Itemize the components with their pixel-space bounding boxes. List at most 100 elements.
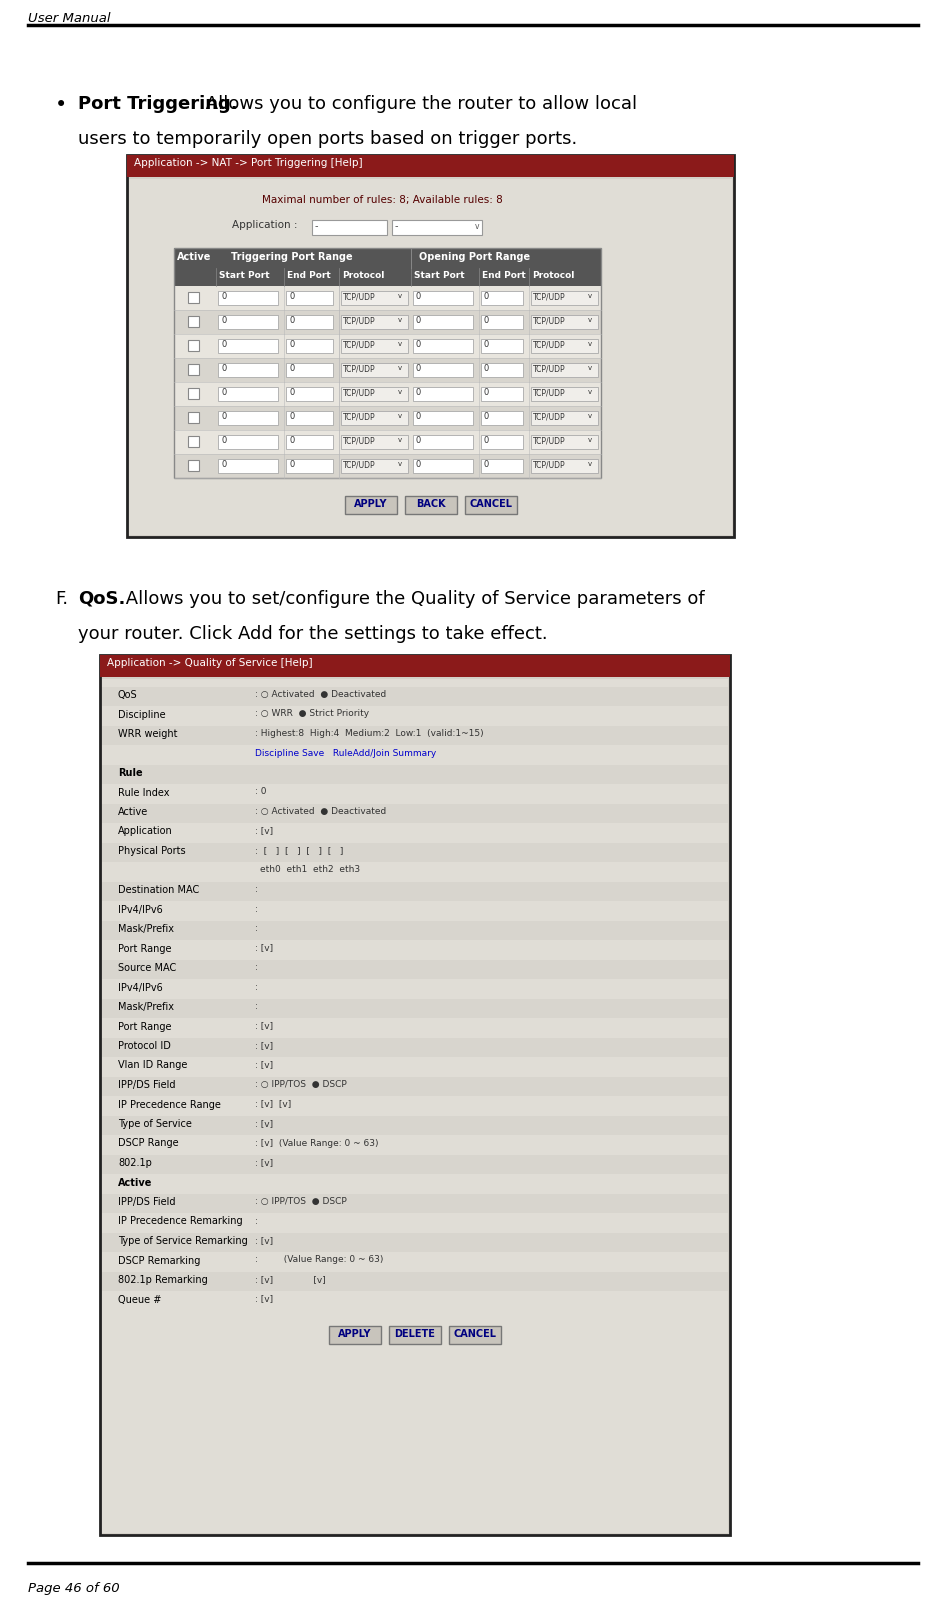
Text: Application -> NAT -> Port Triggering [Help]: Application -> NAT -> Port Triggering [H… <box>134 158 363 168</box>
Bar <box>102 920 728 940</box>
Text: User Manual: User Manual <box>28 13 111 26</box>
Bar <box>218 315 278 329</box>
Bar <box>341 315 408 329</box>
Text: : ○ IPP/TOS  ● DSCP: : ○ IPP/TOS ● DSCP <box>255 1197 347 1206</box>
Bar <box>449 1326 501 1344</box>
Bar <box>413 387 473 401</box>
Text: Application -> Quality of Service [Help]: Application -> Quality of Service [Help] <box>107 658 313 668</box>
Bar <box>218 339 278 353</box>
Text: 0: 0 <box>484 388 490 396</box>
Text: Application: Application <box>118 826 172 836</box>
Text: 0: 0 <box>484 316 490 324</box>
Bar <box>102 999 728 1018</box>
Bar <box>329 1326 381 1344</box>
Text: v: v <box>588 436 592 443</box>
Text: TCP/UDP: TCP/UDP <box>343 292 376 300</box>
Text: : 0: : 0 <box>255 788 266 796</box>
Text: TCP/UDP: TCP/UDP <box>343 412 376 420</box>
Text: TCP/UDP: TCP/UDP <box>533 388 565 396</box>
Text: 0: 0 <box>416 436 421 444</box>
Bar <box>102 1194 728 1213</box>
Text: 0: 0 <box>416 364 421 372</box>
Bar <box>188 364 199 376</box>
Text: TCP/UDP: TCP/UDP <box>343 364 376 372</box>
Bar <box>531 363 598 377</box>
Text: Active: Active <box>177 252 211 262</box>
Text: Page 46 of 60: Page 46 of 60 <box>28 1582 119 1595</box>
Text: Port Range: Port Range <box>118 943 171 954</box>
Bar <box>174 406 601 430</box>
Text: v: v <box>475 222 479 232</box>
Text: 0: 0 <box>221 316 226 324</box>
Text: TCP/UDP: TCP/UDP <box>343 460 376 468</box>
Text: IPv4/IPv6: IPv4/IPv6 <box>118 983 163 992</box>
Text: Mask/Prefix: Mask/Prefix <box>118 1002 174 1012</box>
Text: 0: 0 <box>221 412 226 420</box>
Bar <box>413 435 473 449</box>
Text: 0: 0 <box>289 436 295 444</box>
Bar <box>286 315 333 329</box>
Bar <box>102 882 728 901</box>
Bar <box>413 363 473 377</box>
Text: TCP/UDP: TCP/UDP <box>533 412 565 420</box>
Text: v: v <box>588 364 592 371</box>
Text: Start Port: Start Port <box>414 272 465 280</box>
Bar <box>102 844 728 861</box>
Bar <box>341 411 408 425</box>
Text: Active: Active <box>118 807 149 817</box>
Text: eth0  eth1  eth2  eth3: eth0 eth1 eth2 eth3 <box>260 866 360 874</box>
Text: v: v <box>398 436 402 443</box>
Text: : ○ WRR  ● Strict Priority: : ○ WRR ● Strict Priority <box>255 710 369 719</box>
Bar <box>188 292 199 304</box>
Text: CANCEL: CANCEL <box>469 499 512 510</box>
Bar <box>481 363 523 377</box>
Text: 0: 0 <box>289 292 295 300</box>
Bar <box>286 363 333 377</box>
Text: Protocol ID: Protocol ID <box>118 1040 170 1051</box>
Bar <box>102 960 728 978</box>
Bar <box>481 315 523 329</box>
Bar <box>413 411 473 425</box>
Bar <box>312 221 387 235</box>
Text: v: v <box>398 388 402 395</box>
Text: Physical Ports: Physical Ports <box>118 845 186 857</box>
Bar <box>341 387 408 401</box>
Bar <box>174 334 601 358</box>
Text: Maximal number of rules: 8; Available rules: 8: Maximal number of rules: 8; Available ru… <box>261 195 502 205</box>
Text: 0: 0 <box>221 436 226 444</box>
Bar <box>341 435 408 449</box>
Bar <box>404 495 456 515</box>
Bar <box>481 339 523 353</box>
Text: :: : <box>255 1216 258 1226</box>
Text: :         (Value Range: 0 ~ 63): : (Value Range: 0 ~ 63) <box>255 1256 384 1264</box>
Text: Type of Service: Type of Service <box>118 1119 192 1130</box>
Text: TCP/UDP: TCP/UDP <box>533 292 565 300</box>
Bar <box>481 291 523 305</box>
Text: BACK: BACK <box>416 499 445 510</box>
Text: : [v]: : [v] <box>255 1021 273 1031</box>
Text: CANCEL: CANCEL <box>454 1330 496 1339</box>
Bar <box>413 459 473 473</box>
Text: TCP/UDP: TCP/UDP <box>533 460 565 468</box>
Text: 0: 0 <box>289 316 295 324</box>
Bar <box>174 382 601 406</box>
Bar <box>531 387 598 401</box>
Text: v: v <box>398 340 402 347</box>
Bar <box>341 339 408 353</box>
Bar <box>531 411 598 425</box>
Text: QoS: QoS <box>118 690 137 700</box>
Bar <box>286 435 333 449</box>
Text: 0: 0 <box>289 364 295 372</box>
Text: Vlan ID Range: Vlan ID Range <box>118 1061 188 1071</box>
Text: TCP/UDP: TCP/UDP <box>343 388 376 396</box>
Text: Type of Service Remarking: Type of Service Remarking <box>118 1235 248 1246</box>
Text: v: v <box>588 388 592 395</box>
Text: :: : <box>255 1002 258 1012</box>
Bar <box>100 655 730 678</box>
Bar <box>389 1326 441 1344</box>
Bar <box>481 387 523 401</box>
Bar <box>102 765 728 783</box>
Text: : [v]: : [v] <box>255 1294 273 1304</box>
Text: DELETE: DELETE <box>395 1330 436 1339</box>
Text: 0: 0 <box>221 364 226 372</box>
